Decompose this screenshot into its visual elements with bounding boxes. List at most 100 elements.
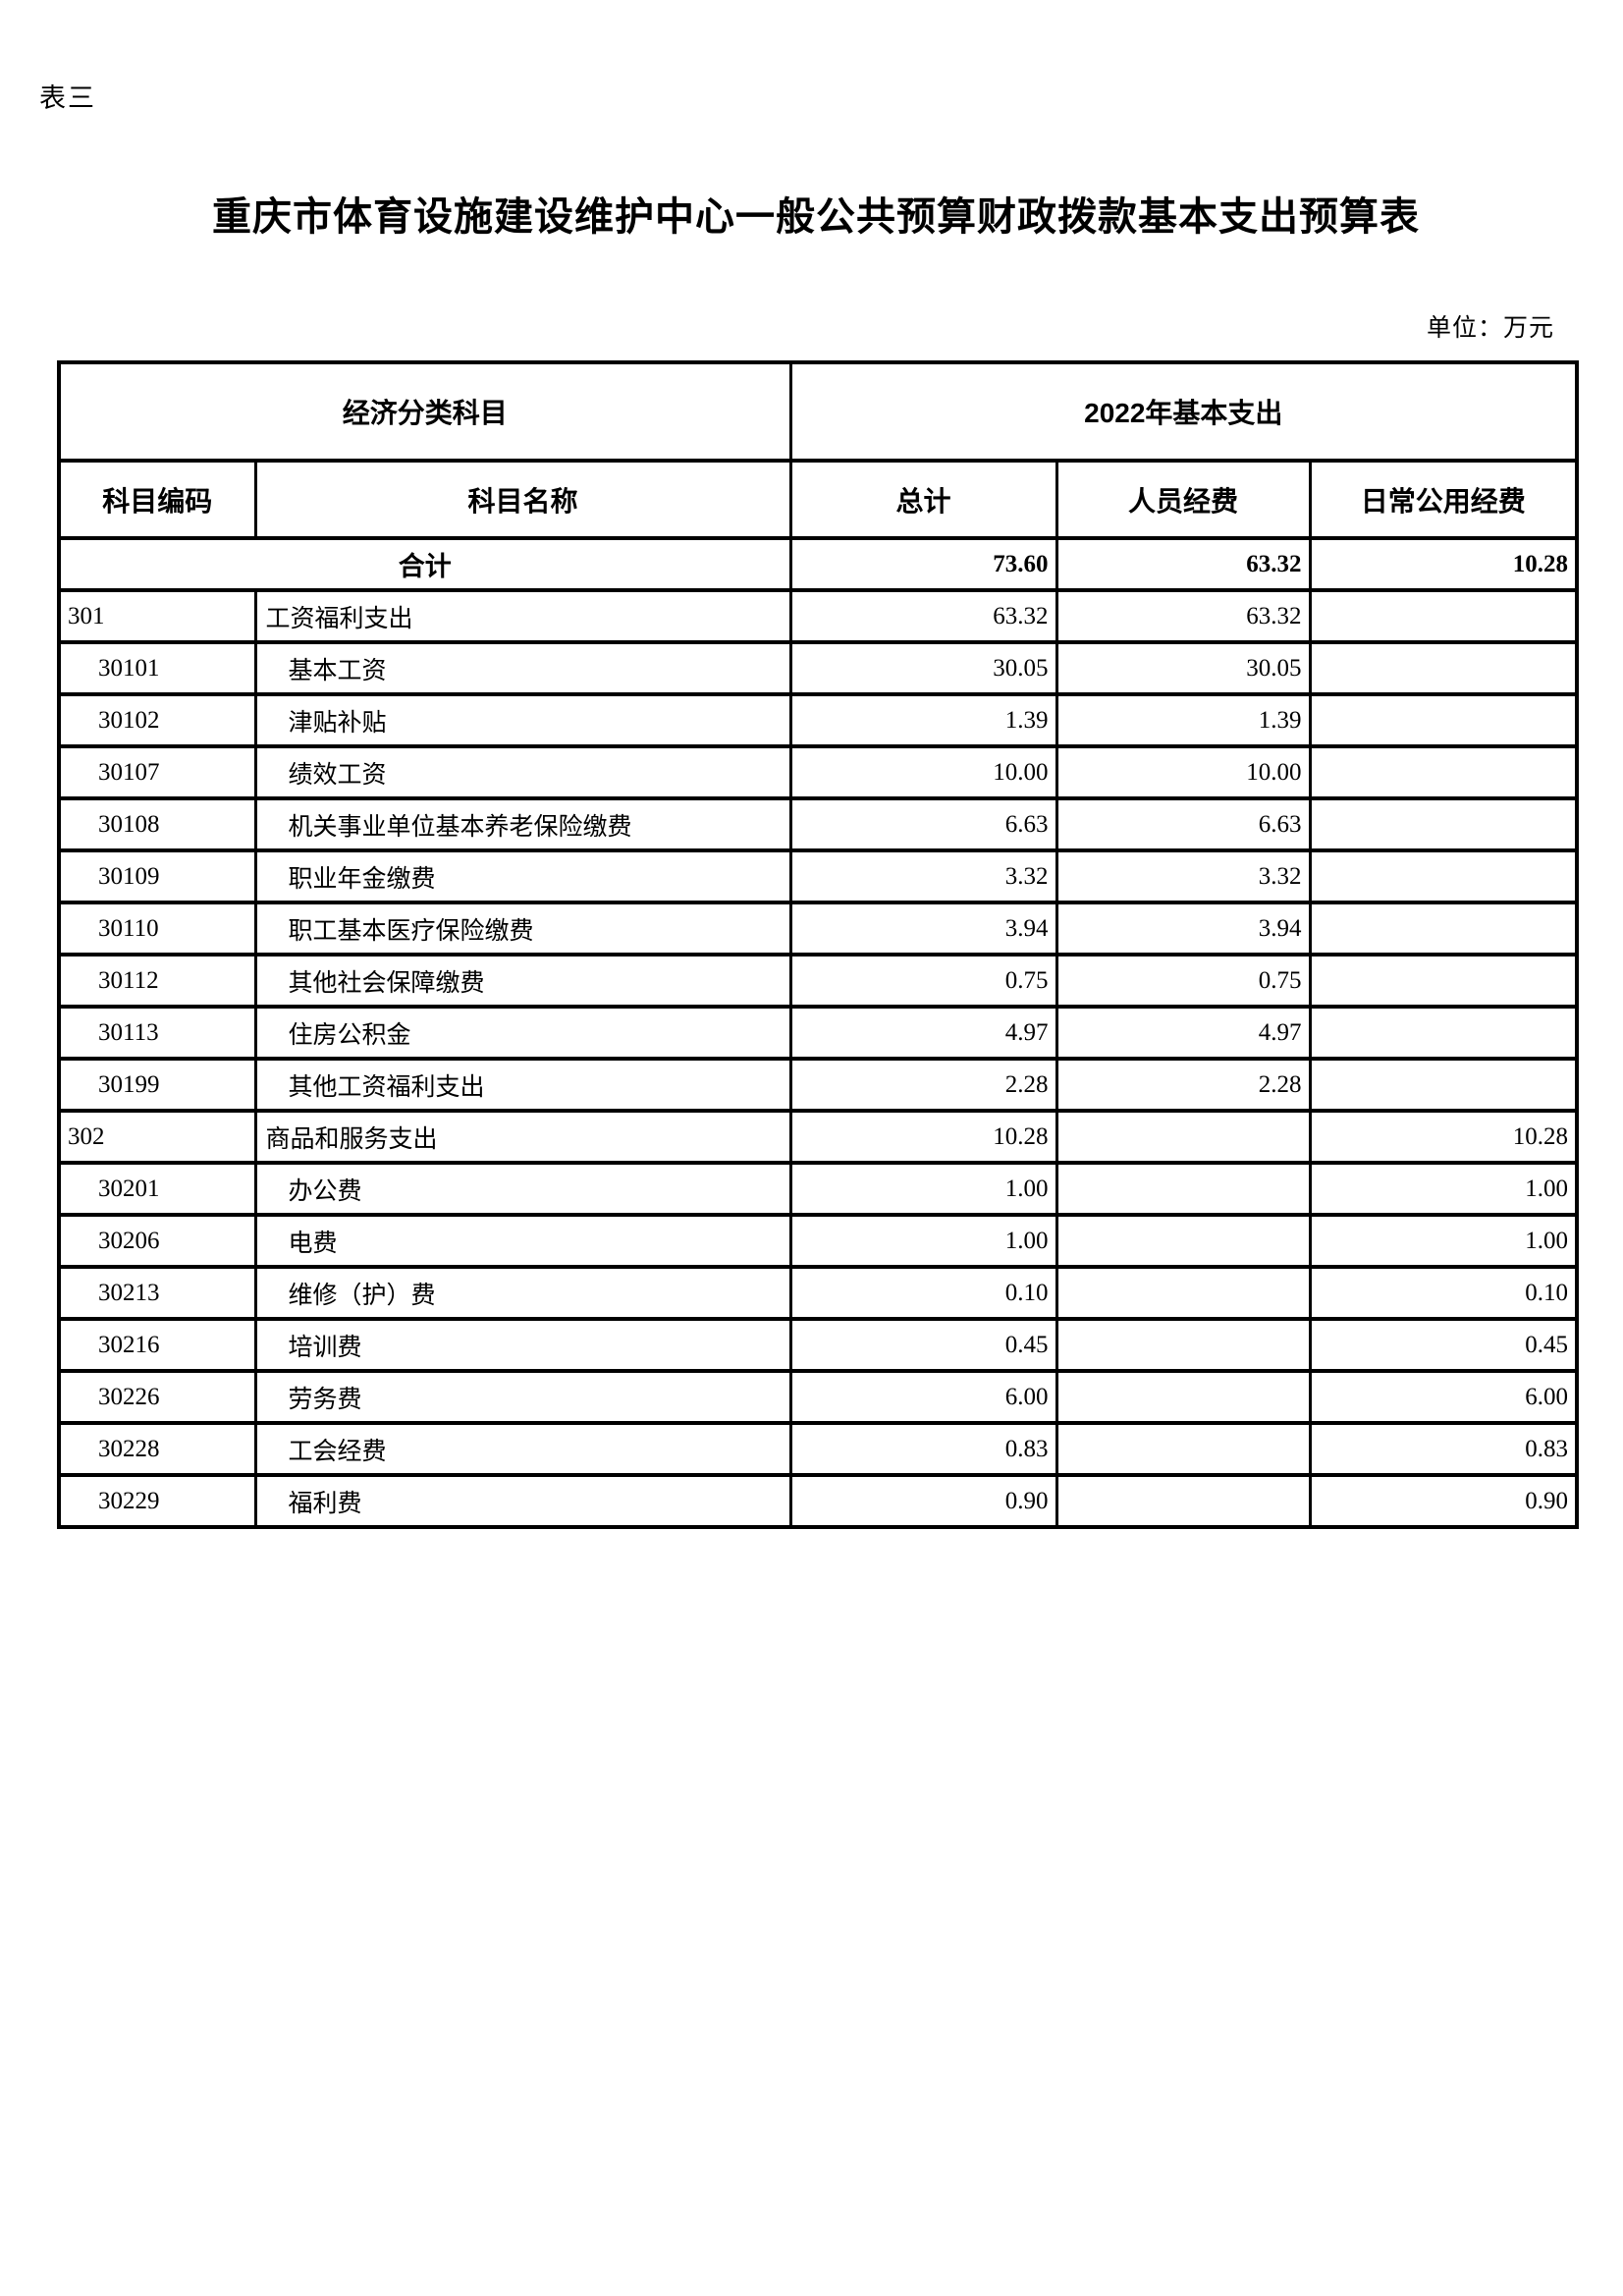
cell-total: 10.00 (788, 744, 1058, 800)
cell-personnel (1055, 1421, 1312, 1477)
cell-daily (1308, 848, 1579, 904)
cell-code: 301 (57, 588, 257, 644)
page-title: 重庆市体育设施建设维护中心一般公共预算财政拨款基本支出预算表 (212, 195, 1420, 239)
cell-name: 办公费 (253, 1161, 792, 1217)
total-row-daily: 10.28 (1308, 536, 1579, 592)
cell-name: 培训费 (253, 1317, 792, 1373)
table-row: 30201 办公费 1.00 1.00 (57, 1161, 1579, 1217)
cell-code: 30108 (57, 796, 257, 852)
form-label: 表三 (39, 83, 96, 113)
col-header-subject-code: 科目编码 (57, 459, 257, 540)
cell-total: 2.28 (788, 1057, 1058, 1113)
table-row: 30226 劳务费 6.00 6.00 (57, 1369, 1579, 1425)
cell-code: 30213 (57, 1265, 257, 1321)
cell-daily: 0.45 (1308, 1317, 1579, 1373)
cell-daily: 1.00 (1308, 1213, 1579, 1269)
cell-personnel (1055, 1213, 1312, 1269)
cell-personnel (1055, 1109, 1312, 1165)
cell-code: 30113 (57, 1005, 257, 1061)
table-row: 301 工资福利支出 63.32 63.32 (57, 588, 1579, 644)
cell-name: 津贴补贴 (253, 692, 792, 748)
cell-personnel (1055, 1161, 1312, 1217)
cell-personnel (1055, 1265, 1312, 1321)
cell-name: 职工基本医疗保险缴费 (253, 901, 792, 957)
cell-daily: 0.83 (1308, 1421, 1579, 1477)
cell-daily: 0.90 (1308, 1473, 1579, 1529)
cell-total: 1.39 (788, 692, 1058, 748)
cell-code: 30109 (57, 848, 257, 904)
cell-total: 3.32 (788, 848, 1058, 904)
cell-daily (1308, 1005, 1579, 1061)
cell-personnel: 10.00 (1055, 744, 1312, 800)
cell-code: 30107 (57, 744, 257, 800)
cell-name: 商品和服务支出 (253, 1109, 792, 1165)
cell-code: 302 (57, 1109, 257, 1165)
cell-daily: 10.28 (1308, 1109, 1579, 1165)
cell-daily: 1.00 (1308, 1161, 1579, 1217)
cell-daily (1308, 901, 1579, 957)
cell-total: 10.28 (788, 1109, 1058, 1165)
cell-personnel (1055, 1369, 1312, 1425)
cell-name: 住房公积金 (253, 1005, 792, 1061)
header-economic-classification: 经济分类科目 (57, 360, 792, 463)
cell-code: 30229 (57, 1473, 257, 1529)
table-row: 30199 其他工资福利支出 2.28 2.28 (57, 1057, 1579, 1113)
cell-total: 30.05 (788, 640, 1058, 696)
cell-daily (1308, 744, 1579, 800)
cell-daily (1308, 692, 1579, 748)
cell-name: 维修（护）费 (253, 1265, 792, 1321)
table-row: 30228 工会经费 0.83 0.83 (57, 1421, 1579, 1477)
col-header-total: 总计 (788, 459, 1058, 540)
col-header-daily-expense: 日常公用经费 (1308, 459, 1579, 540)
cell-name: 其他工资福利支出 (253, 1057, 792, 1113)
cell-total: 0.45 (788, 1317, 1058, 1373)
table-row: 30213 维修（护）费 0.10 0.10 (57, 1265, 1579, 1321)
cell-name: 其他社会保障缴费 (253, 953, 792, 1009)
table-row: 30229 福利费 0.90 0.90 (57, 1473, 1579, 1529)
cell-code: 30199 (57, 1057, 257, 1113)
cell-code: 30206 (57, 1213, 257, 1269)
table-row: 302 商品和服务支出 10.28 10.28 (57, 1109, 1579, 1165)
header-group-row: 经济分类科目 2022年基本支出 (57, 360, 1579, 463)
cell-name: 机关事业单位基本养老保险缴费 (253, 796, 792, 852)
cell-total: 6.00 (788, 1369, 1058, 1425)
table-row: 30102 津贴补贴 1.39 1.39 (57, 692, 1579, 748)
cell-name: 劳务费 (253, 1369, 792, 1425)
total-row-label: 合计 (57, 536, 792, 592)
cell-total: 63.32 (788, 588, 1058, 644)
cell-daily (1308, 1057, 1579, 1113)
cell-name: 福利费 (253, 1473, 792, 1529)
cell-total: 4.97 (788, 1005, 1058, 1061)
cell-daily (1308, 640, 1579, 696)
table-row: 30107 绩效工资 10.00 10.00 (57, 744, 1579, 800)
cell-total: 1.00 (788, 1213, 1058, 1269)
budget-table: 经济分类科目 2022年基本支出 科目编码 科目名称 总计 人员经费 日常公用经… (57, 360, 1580, 1529)
cell-personnel: 2.28 (1055, 1057, 1312, 1113)
col-header-personnel: 人员经费 (1055, 459, 1312, 540)
cell-personnel: 6.63 (1055, 796, 1312, 852)
table-row: 30109 职业年金缴费 3.32 3.32 (57, 848, 1579, 904)
cell-total: 0.83 (788, 1421, 1058, 1477)
cell-daily: 0.10 (1308, 1265, 1579, 1321)
unit-note: 单位：万元 (1426, 315, 1554, 342)
cell-daily (1308, 588, 1579, 644)
header-2022-basic-expenditure: 2022年基本支出 (788, 360, 1579, 463)
cell-name: 基本工资 (253, 640, 792, 696)
table-row: 30206 电费 1.00 1.00 (57, 1213, 1579, 1269)
cell-code: 30228 (57, 1421, 257, 1477)
header-column-row: 科目编码 科目名称 总计 人员经费 日常公用经费 (57, 459, 1579, 540)
cell-daily (1308, 953, 1579, 1009)
cell-personnel: 4.97 (1055, 1005, 1312, 1061)
cell-personnel (1055, 1317, 1312, 1373)
cell-total: 6.63 (788, 796, 1058, 852)
cell-personnel (1055, 1473, 1312, 1529)
table-row: 30216 培训费 0.45 0.45 (57, 1317, 1579, 1373)
cell-personnel: 0.75 (1055, 953, 1312, 1009)
table-row: 30112 其他社会保障缴费 0.75 0.75 (57, 953, 1579, 1009)
table-row: 30101 基本工资 30.05 30.05 (57, 640, 1579, 696)
cell-daily (1308, 796, 1579, 852)
cell-total: 0.90 (788, 1473, 1058, 1529)
cell-personnel: 30.05 (1055, 640, 1312, 696)
cell-personnel: 63.32 (1055, 588, 1312, 644)
